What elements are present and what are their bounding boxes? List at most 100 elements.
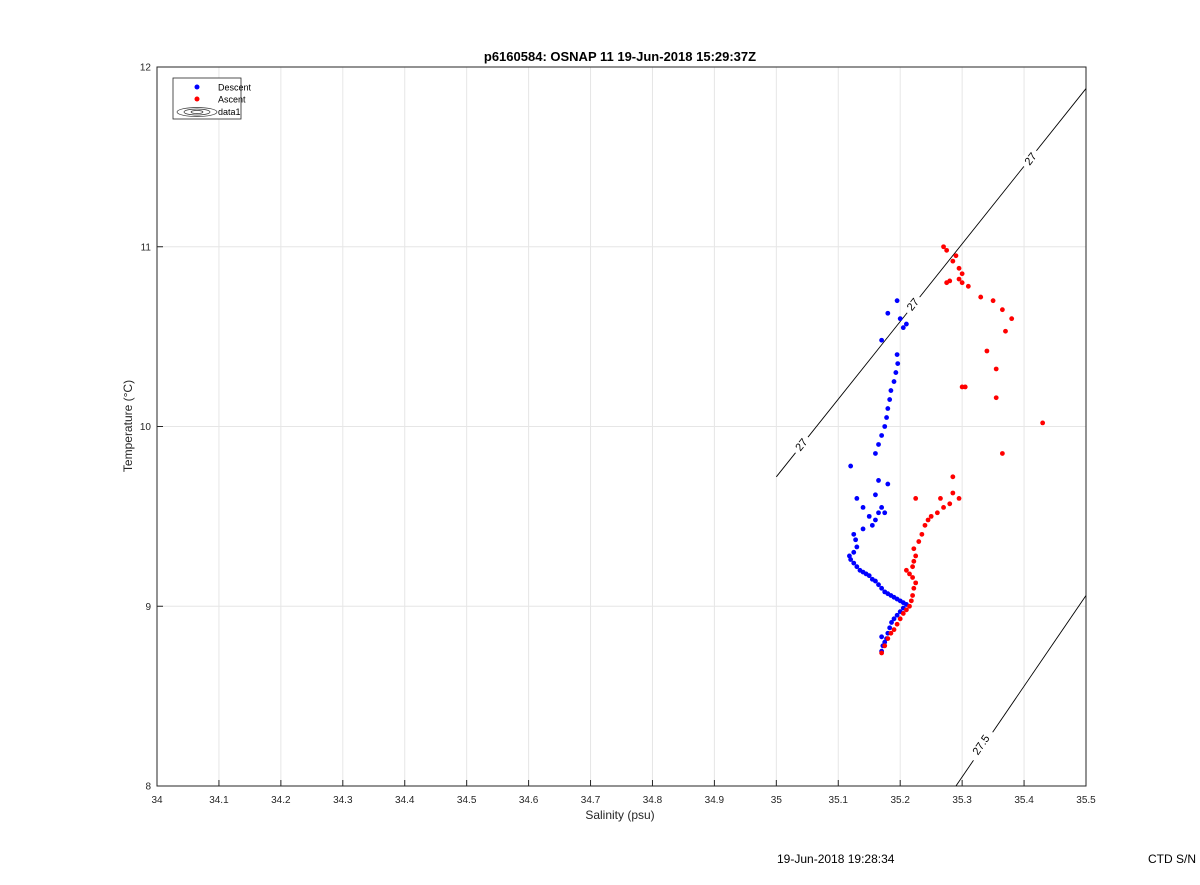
- ascent-point: [910, 564, 915, 570]
- isopycnal-label-text: 27: [1023, 151, 1040, 168]
- descent-point: [879, 504, 885, 510]
- descent-point: [860, 526, 866, 532]
- x-tick-labels: 34 34.1 34.2 34.3 34.4 34.5 34.6 34.7 34.8 34.9 35…: [151, 795, 1096, 806]
- isopycnal-label-text: 27: [905, 296, 922, 313]
- ascent-point: [911, 546, 917, 552]
- descent-point: [893, 370, 899, 375]
- descent-point: [888, 388, 894, 393]
- descent-point: [894, 298, 900, 304]
- x-tick-label: 34: [151, 795, 163, 806]
- descent-point: [882, 589, 888, 595]
- descent-point: [895, 361, 901, 366]
- ascent-point: [950, 474, 956, 480]
- legend-descent-label: Descent: [218, 83, 252, 93]
- y-tick-label: 12: [140, 63, 152, 74]
- isopycnal-label: 27: [789, 432, 813, 457]
- descent-point: [891, 616, 897, 622]
- ascent-point: [885, 636, 891, 642]
- descent-point: [857, 567, 863, 573]
- x-tick-label: 34.2: [271, 795, 291, 806]
- ascent-point: [928, 513, 934, 519]
- descent-point: [876, 442, 881, 447]
- y-tick-label: 8: [145, 782, 151, 793]
- descent-point: [869, 576, 875, 582]
- ascent-point: [941, 244, 946, 250]
- legend: Descent Ascent data1: [172, 77, 252, 120]
- ascent-point: [879, 650, 885, 656]
- ascent-point: [993, 395, 999, 401]
- ascent-point: [944, 247, 950, 253]
- ascent-point: [956, 276, 962, 282]
- ascent-point: [910, 593, 915, 598]
- x-tick-label: 34.6: [519, 795, 539, 806]
- ascent-point: [913, 496, 919, 501]
- descent-point: [854, 544, 860, 550]
- y-tick-label: 10: [140, 422, 152, 433]
- descent-point: [887, 397, 893, 402]
- x-tick-label: 34.9: [705, 795, 725, 806]
- isopycnal-label-text: 27: [793, 437, 810, 454]
- ascent-point: [911, 585, 917, 591]
- descent-point: [869, 522, 875, 528]
- ascent-point: [919, 531, 925, 537]
- descent-point: [847, 553, 852, 559]
- ascent-point: [934, 510, 940, 516]
- ascent-point: [908, 598, 914, 604]
- descent-point: [851, 531, 857, 537]
- ascent-point: [911, 558, 917, 564]
- y-tick-labels: 8 9 10 11 12: [140, 63, 152, 793]
- descent-point: [882, 424, 888, 429]
- descent-point: [879, 337, 885, 343]
- ascent-point: [900, 611, 906, 616]
- isopycnal-label-bg: [1018, 146, 1042, 171]
- legend-data1-label: data1: [218, 107, 241, 117]
- y-axis-label: Temperature (°C): [121, 380, 135, 472]
- data-points: [847, 244, 1046, 656]
- ascent-point: [950, 258, 956, 264]
- ascent-point: [913, 553, 919, 559]
- descent-point: [903, 321, 909, 327]
- ascent-point: [984, 348, 990, 354]
- descent-point: [894, 612, 900, 618]
- x-tick-label: 35.4: [1014, 795, 1034, 806]
- descent-point: [851, 549, 857, 555]
- ascent-point: [950, 490, 956, 496]
- x-tick-label: 34.8: [643, 795, 663, 806]
- x-axis-label: Salinity (psu): [585, 808, 654, 822]
- descent-point: [887, 625, 893, 631]
- descent-point: [873, 492, 878, 498]
- descent-point: [879, 634, 885, 640]
- x-tick-label: 34.4: [395, 795, 415, 806]
- descent-point: [876, 582, 881, 588]
- ascent-point: [999, 451, 1005, 456]
- descent-point: [884, 415, 889, 420]
- ascent-point: [947, 501, 953, 507]
- ascent-point: [897, 616, 903, 622]
- isopycnal-label: 27: [1018, 146, 1042, 171]
- ascent-point: [903, 567, 909, 573]
- isopycnal-label: 27: [900, 292, 925, 317]
- descent-point: [889, 620, 894, 625]
- descent-point: [876, 478, 881, 483]
- x-tick-label: 34.5: [457, 795, 477, 806]
- x-tick-label: 34.3: [333, 795, 353, 806]
- chart-title: p6160584: OSNAP 11 19-Jun-2018 15:29:37Z: [484, 49, 756, 64]
- x-tick-label: 35.3: [952, 795, 972, 806]
- descent-point: [854, 564, 860, 570]
- legend-ascent-label: Ascent: [218, 95, 246, 105]
- ascent-point: [922, 522, 928, 528]
- descent-point: [882, 639, 888, 645]
- legend-descent-marker: [194, 84, 200, 90]
- ascent-point: [965, 283, 971, 289]
- descent-point: [900, 325, 906, 331]
- ascent-point: [913, 580, 919, 586]
- ascent-point: [978, 294, 984, 300]
- footer-ctd-serial: CTD S/N: [1148, 852, 1196, 866]
- ascent-point: [925, 517, 931, 523]
- descent-point: [879, 585, 885, 591]
- ascent-point: [894, 621, 900, 627]
- descent-point: [885, 481, 891, 487]
- ascent-point: [999, 307, 1005, 313]
- descent-point: [897, 316, 903, 322]
- descent-point: [885, 310, 891, 316]
